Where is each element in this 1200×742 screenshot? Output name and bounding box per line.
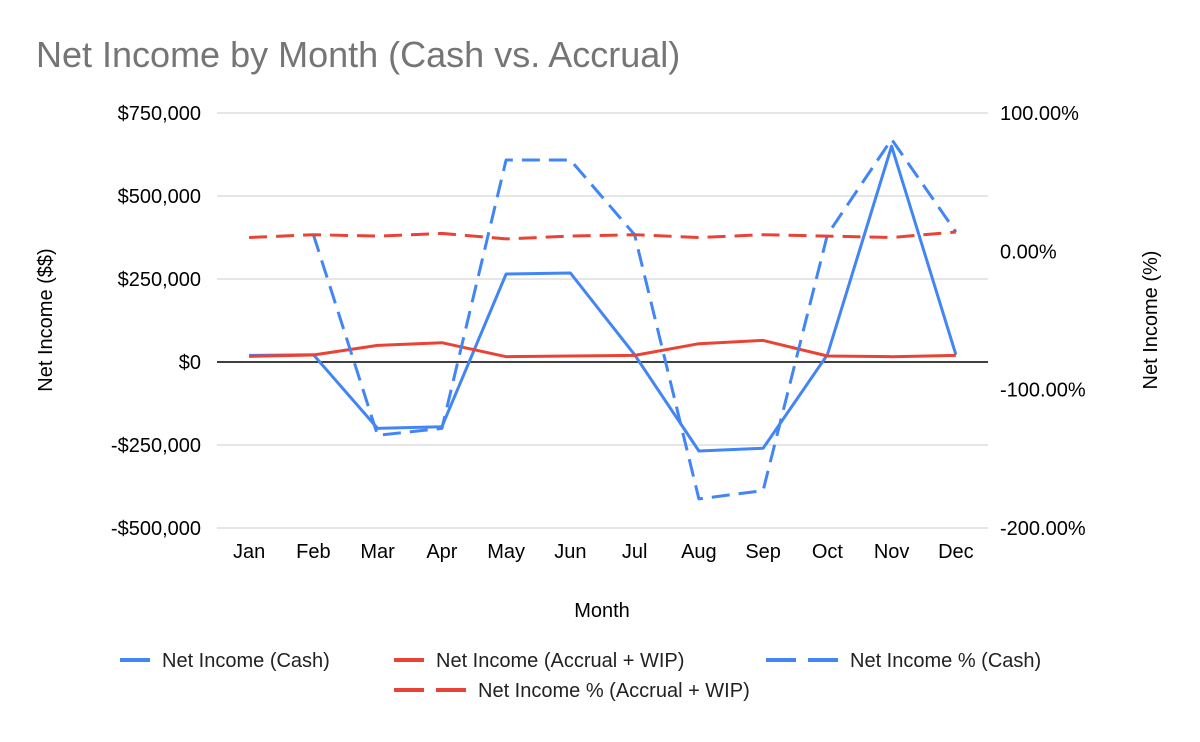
y-tick-label-right: 100.00% — [1000, 103, 1079, 125]
legend-label: Net Income % (Accrual + WIP) — [478, 680, 750, 702]
x-tick-label: Aug — [681, 541, 717, 563]
y-tick-label-left: $0 — [179, 352, 201, 374]
x-axis-ticks: Jan Feb Mar Apr May Jun Jul Aug Sep Oct Nov Dec — [233, 541, 974, 563]
series-line-net-income-cash — [249, 144, 958, 453]
chart-title: Net Income by Month (Cash vs. Accrual) — [36, 34, 680, 75]
x-tick-label: Jan — [233, 541, 265, 563]
x-tick-label: Sep — [745, 541, 781, 563]
x-tick-label: Oct — [812, 541, 844, 563]
legend: Net Income (Cash) Net Income (Accrual + W… — [120, 650, 1041, 702]
left-axis-ticks: $750,000 $500,000 $250,000 $0 -$250,000 -$500… — [111, 103, 201, 540]
gridlines — [217, 112, 988, 529]
y-tick-label-left: $250,000 — [118, 269, 201, 291]
x-tick-label: Jul — [622, 541, 648, 563]
x-tick-label: May — [487, 541, 525, 563]
y-tick-label-right: -100.00% — [1000, 380, 1086, 402]
x-tick-label: Apr — [426, 541, 457, 563]
y-tick-label-left: $750,000 — [118, 103, 201, 125]
y-axis-title-left: Net Income ($$) — [35, 248, 57, 391]
legend-label: Net Income (Accrual + WIP) — [436, 650, 684, 672]
x-axis-title: Month — [574, 600, 630, 622]
right-axis-ticks: 100.00% 0.00% -100.00% -200.00% — [1000, 103, 1086, 540]
y-tick-label-left: $500,000 — [118, 186, 201, 208]
series-lines — [249, 137, 958, 501]
x-tick-label: Nov — [874, 541, 910, 563]
legend-label: Net Income % (Cash) — [850, 650, 1041, 672]
series-line-net-income-accrual-wip — [249, 338, 956, 359]
legend-label: Net Income (Cash) — [162, 650, 330, 672]
y-tick-label-right: 0.00% — [1000, 241, 1057, 263]
y-tick-label-left: -$500,000 — [111, 518, 201, 540]
x-tick-label: Feb — [296, 541, 330, 563]
x-tick-label: Jun — [554, 541, 586, 563]
x-tick-label: Dec — [938, 541, 974, 563]
series-line-net-income-accrual-wip — [249, 230, 957, 241]
y-tick-label-left: -$250,000 — [111, 435, 201, 457]
y-tick-label-right: -200.00% — [1000, 518, 1086, 540]
x-tick-label: Mar — [360, 541, 395, 563]
y-axis-title-right: Net Income (%) — [1140, 251, 1162, 390]
